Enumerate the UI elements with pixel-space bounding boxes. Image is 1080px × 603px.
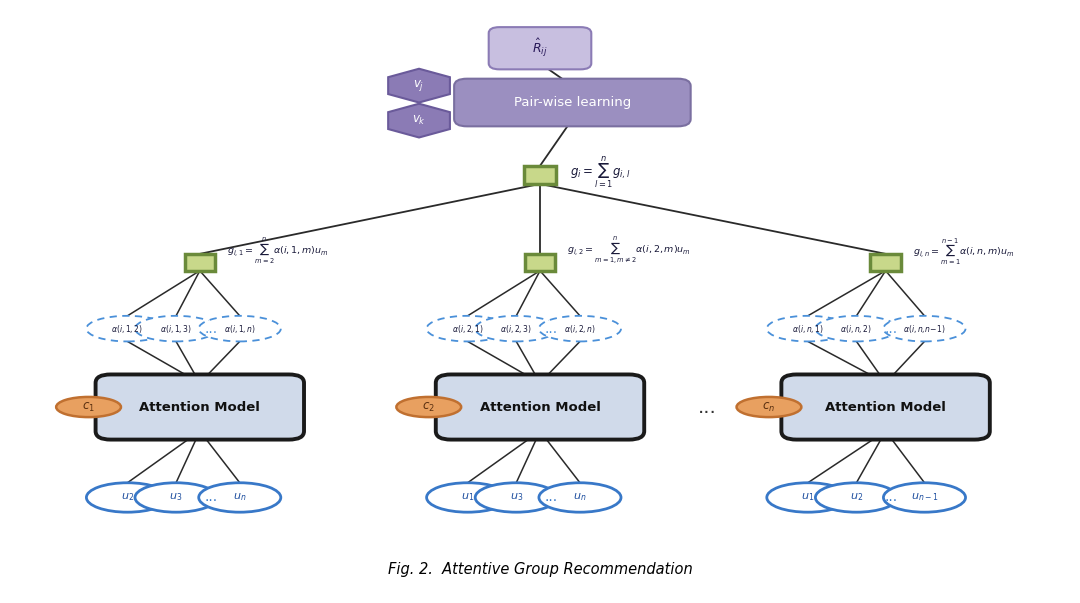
Ellipse shape [86,483,168,512]
Ellipse shape [475,316,557,341]
Ellipse shape [396,397,461,417]
Ellipse shape [427,483,509,512]
FancyBboxPatch shape [95,374,305,440]
Ellipse shape [135,483,217,512]
Text: $u_2$: $u_2$ [850,491,863,504]
Text: $u_1$: $u_1$ [801,491,814,504]
Text: ...: ... [204,490,217,505]
Text: $\alpha(i,2,3)$: $\alpha(i,2,3)$ [500,323,532,335]
Ellipse shape [427,316,509,341]
Ellipse shape [767,316,849,341]
Text: $u_{n-1}$: $u_{n-1}$ [910,491,939,504]
Text: $u_1$: $u_1$ [461,491,474,504]
Text: $v_j$: $v_j$ [414,78,424,93]
Text: $g_{i,2} = \sum_{m=1,m\neq 2}^{n} \alpha(i,2,m)u_m$: $g_{i,2} = \sum_{m=1,m\neq 2}^{n} \alpha… [567,236,691,267]
Polygon shape [388,69,450,103]
Text: ...: ... [885,490,897,505]
Text: $\alpha(i,n,1)$: $\alpha(i,n,1)$ [792,323,824,335]
Ellipse shape [199,316,281,341]
Ellipse shape [539,316,621,341]
Text: $\alpha(i,2,n)$: $\alpha(i,2,n)$ [564,323,596,335]
Text: $c_2$: $c_2$ [422,400,435,414]
FancyBboxPatch shape [781,374,989,440]
Text: $\alpha(i,2,1)$: $\alpha(i,2,1)$ [451,323,484,335]
Text: $u_n$: $u_n$ [573,491,586,504]
Text: $\alpha(i,1,2)$: $\alpha(i,1,2)$ [111,323,144,335]
Text: ...: ... [885,321,897,336]
Bar [185,254,215,271]
Text: $g_{i,n} = \sum_{m=1}^{n-1} \alpha(i,n,m)u_m$: $g_{i,n} = \sum_{m=1}^{n-1} \alpha(i,n,m… [913,236,1014,267]
Text: $u_3$: $u_3$ [510,491,523,504]
Text: $\alpha(i,n,2)$: $\alpha(i,n,2)$ [840,323,873,335]
Text: $u_2$: $u_2$ [121,491,134,504]
Bar [870,254,901,271]
Text: $u_n$: $u_n$ [233,491,246,504]
Text: $v_k$: $v_k$ [413,114,426,127]
Text: $g_i = \sum_{l=1}^{n} g_{i,l}$: $g_i = \sum_{l=1}^{n} g_{i,l}$ [570,154,631,189]
Ellipse shape [135,316,217,341]
FancyBboxPatch shape [488,27,592,69]
Text: Attention Model: Attention Model [139,400,260,414]
Polygon shape [388,104,450,137]
Text: Attention Model: Attention Model [480,400,600,414]
Ellipse shape [883,316,966,341]
Text: $g_{i,1} = \sum_{m=2}^{n} \alpha(i,1,m)u_m$: $g_{i,1} = \sum_{m=2}^{n} \alpha(i,1,m)u… [227,236,328,267]
Text: $\hat{R}_{ij}$: $\hat{R}_{ij}$ [532,37,548,59]
Text: ...: ... [204,321,217,336]
Ellipse shape [86,316,168,341]
Text: $u_3$: $u_3$ [170,491,183,504]
Text: $\alpha(i,1,n)$: $\alpha(i,1,n)$ [224,323,256,335]
Bar [525,254,555,271]
Ellipse shape [883,483,966,512]
Text: $\alpha(i,1,3)$: $\alpha(i,1,3)$ [160,323,192,335]
Ellipse shape [767,483,849,512]
FancyBboxPatch shape [454,79,691,127]
Bar [524,166,556,184]
Text: ...: ... [698,397,717,417]
FancyBboxPatch shape [435,374,644,440]
Ellipse shape [815,483,897,512]
Text: $\alpha(i,n,\!n\!-\!1)$: $\alpha(i,n,\!n\!-\!1)$ [903,323,946,335]
Ellipse shape [56,397,121,417]
Ellipse shape [737,397,801,417]
Ellipse shape [475,483,557,512]
Text: Fig. 2.  Attentive Group Recommendation: Fig. 2. Attentive Group Recommendation [388,563,692,577]
Ellipse shape [539,483,621,512]
Text: $c_1$: $c_1$ [82,400,95,414]
Text: $c_n$: $c_n$ [762,400,775,414]
Ellipse shape [815,316,897,341]
Ellipse shape [199,483,281,512]
Text: ...: ... [544,490,557,505]
Text: Attention Model: Attention Model [825,400,946,414]
Text: ...: ... [544,321,557,336]
Text: Pair-wise learning: Pair-wise learning [514,96,631,109]
